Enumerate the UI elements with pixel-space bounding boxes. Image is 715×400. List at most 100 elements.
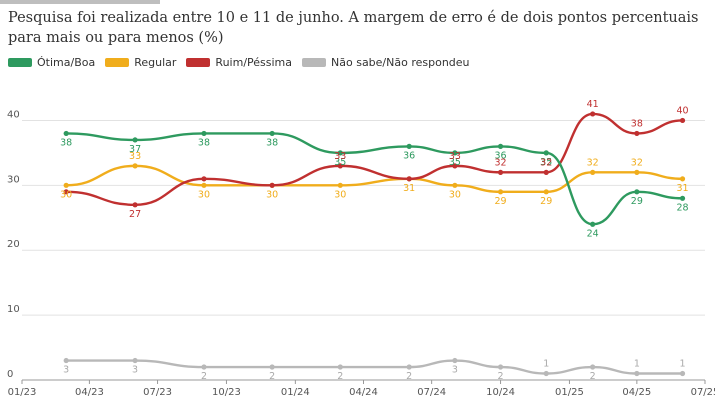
point-otima-boa-1 <box>132 137 138 143</box>
data-label-ruim-pessima-9: 41 <box>587 99 599 110</box>
legend-label-nao-sabe: Não sabe/Não respondeu <box>331 55 470 69</box>
legend-swatch-otima-boa <box>8 57 32 67</box>
point-regular-11 <box>679 176 686 182</box>
point-nao-sabe-nao-respondeu-5 <box>406 364 412 370</box>
point-otima-boa-9 <box>590 221 596 227</box>
point-ruim-pessima-7 <box>497 169 504 175</box>
data-label-regular-9: 32 <box>587 157 599 168</box>
point-nao-sabe-nao-respondeu-7 <box>497 364 504 370</box>
point-otima-boa-4 <box>337 150 343 156</box>
data-label-ruim-pessima-4: 33 <box>334 151 346 162</box>
point-otima-boa-0 <box>63 130 69 137</box>
point-ruim-pessima-2 <box>201 176 207 182</box>
data-label-regular-6: 30 <box>449 189 461 200</box>
point-nao-sabe-nao-respondeu-1 <box>132 357 138 364</box>
x-tick-label-2: 07/23 <box>143 387 172 398</box>
data-label-ruim-pessima-7: 32 <box>495 157 507 168</box>
data-label-otima-boa-9: 24 <box>587 228 599 239</box>
point-otima-boa-7 <box>497 143 504 149</box>
point-ruim-pessima-1 <box>132 202 138 208</box>
point-nao-sabe-nao-respondeu-0 <box>63 357 69 364</box>
x-tick-label-1: 04/23 <box>75 387 104 398</box>
data-label-otima-boa-3: 38 <box>266 137 278 148</box>
data-label-ruim-pessima-6: 33 <box>449 151 461 162</box>
point-otima-boa-5 <box>406 143 412 149</box>
data-label-nao-sabe-nao-respondeu-6: 3 <box>452 365 458 376</box>
data-label-regular-4: 30 <box>334 189 346 200</box>
data-label-otima-boa-11: 28 <box>676 202 688 213</box>
chart-legend: Ótima/Boa Regular Ruim/Péssima Não sabe/… <box>8 55 470 69</box>
x-tick-label-7: 10/24 <box>486 387 515 398</box>
legend-label-otima-boa: Ótima/Boa <box>37 55 96 69</box>
y-tick-label-10: 10 <box>7 304 20 315</box>
point-nao-sabe-nao-respondeu-3 <box>269 364 275 370</box>
data-label-otima-boa-10: 29 <box>631 196 643 207</box>
point-otima-boa-10 <box>634 189 640 195</box>
legend-label-regular: Regular <box>134 55 177 69</box>
x-tick-label-4: 01/24 <box>281 387 310 398</box>
data-label-regular-2: 30 <box>198 189 210 200</box>
point-otima-boa-8 <box>543 150 549 156</box>
data-label-otima-boa-7: 36 <box>495 150 507 161</box>
data-label-otima-boa-8: 35 <box>540 157 552 168</box>
data-label-nao-sabe-nao-respondeu-7: 2 <box>498 371 504 382</box>
point-regular-2 <box>201 182 207 188</box>
data-label-otima-boa-1: 37 <box>129 144 141 155</box>
data-label-otima-boa-6: 35 <box>449 157 461 168</box>
point-regular-0 <box>63 182 69 188</box>
data-label-nao-sabe-nao-respondeu-9: 2 <box>590 371 596 382</box>
y-tick-label-20: 20 <box>7 239 20 250</box>
data-label-ruim-pessima-10: 38 <box>631 118 643 129</box>
point-nao-sabe-nao-respondeu-10 <box>634 370 640 377</box>
point-ruim-pessima-8 <box>543 169 549 175</box>
x-tick-label-9: 04/25 <box>622 387 651 398</box>
point-regular-6 <box>452 182 458 188</box>
chart-subtitle: Pesquisa foi realizada entre 10 e 11 de … <box>8 10 699 46</box>
point-otima-boa-11 <box>679 195 686 201</box>
point-nao-sabe-nao-respondeu-2 <box>201 364 207 370</box>
data-label-ruim-pessima-11: 40 <box>676 105 688 116</box>
point-otima-boa-3 <box>269 130 275 137</box>
point-nao-sabe-nao-respondeu-11 <box>679 370 686 377</box>
data-label-nao-sabe-nao-respondeu-1: 3 <box>132 365 138 376</box>
data-label-nao-sabe-nao-respondeu-0: 3 <box>63 365 69 376</box>
x-tick-label-10: 07/25 <box>691 387 715 398</box>
data-label-regular-5: 31 <box>403 183 415 194</box>
data-label-nao-sabe-nao-respondeu-4: 2 <box>337 371 343 382</box>
data-label-regular-10: 32 <box>631 157 643 168</box>
point-ruim-pessima-4 <box>337 163 343 169</box>
point-ruim-pessima-10 <box>634 130 640 137</box>
x-tick-label-5: 04/24 <box>349 387 378 398</box>
point-regular-9 <box>590 169 596 175</box>
data-label-otima-boa-5: 36 <box>403 150 415 161</box>
y-tick-label-40: 40 <box>7 109 20 120</box>
x-tick-label-0: 01/23 <box>8 387 37 398</box>
point-ruim-pessima-3 <box>269 182 275 188</box>
point-ruim-pessima-5 <box>406 176 412 182</box>
x-tick-label-8: 01/25 <box>555 387 584 398</box>
legend-item-regular: Regular <box>105 56 176 69</box>
data-label-nao-sabe-nao-respondeu-10: 1 <box>634 359 640 370</box>
data-label-regular-11: 31 <box>676 183 688 194</box>
x-tick-label-6: 07/24 <box>417 387 446 398</box>
y-tick-label-30: 30 <box>7 174 20 185</box>
point-nao-sabe-nao-respondeu-9 <box>590 364 596 370</box>
data-label-regular-0: 30 <box>60 189 72 200</box>
legend-swatch-ruim-pessima <box>186 57 211 67</box>
data-label-regular-7: 29 <box>495 196 507 207</box>
data-label-ruim-pessima-8: 32 <box>540 157 552 168</box>
data-label-nao-sabe-nao-respondeu-2: 2 <box>201 371 207 382</box>
point-regular-8 <box>543 189 549 195</box>
data-label-regular-1: 33 <box>129 151 141 162</box>
data-label-ruim-pessima-1: 27 <box>129 209 141 220</box>
point-ruim-pessima-11 <box>679 117 686 124</box>
legend-item-ruim-pessima: Ruim/Péssima <box>186 56 292 69</box>
legend-label-ruim-pessima: Ruim/Péssima <box>215 55 293 69</box>
data-label-regular-3: 30 <box>266 189 278 200</box>
data-label-nao-sabe-nao-respondeu-3: 2 <box>269 371 275 382</box>
point-nao-sabe-nao-respondeu-4 <box>337 364 343 370</box>
data-label-nao-sabe-nao-respondeu-11: 1 <box>680 359 686 370</box>
point-otima-boa-6 <box>452 150 458 156</box>
point-ruim-pessima-6 <box>452 163 458 169</box>
